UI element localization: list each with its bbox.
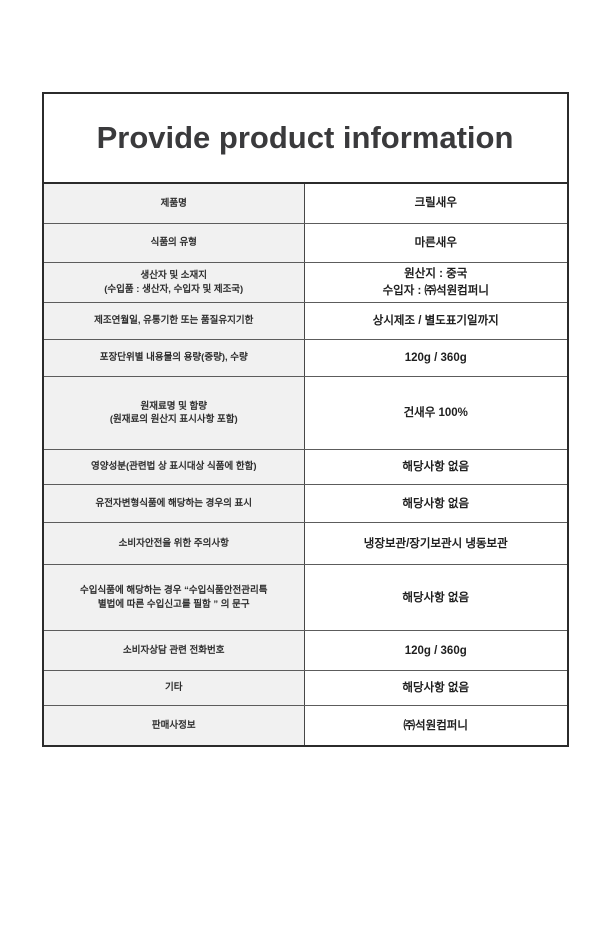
table-row: 생산자 및 소재지 (수입품 : 생산자, 수입자 및 제조국) 원산지 : 중… [43,262,567,303]
row-value: 건새우 100% [305,377,567,450]
row-value: 해당사항 없음 [305,485,567,523]
table-row: 식품의 유형 마른새우 [43,223,567,262]
table-row: 영양성분(관련법 상 표시대상 식품에 한함) 해당사항 없음 [43,449,567,485]
row-value: 해당사항 없음 [305,671,567,706]
page-title: Provide product information [96,120,514,155]
table-row: 수입식품에 해당하는 경우 “수입식품안전관리특 별법에 따른 수입신고를 필함… [43,564,567,631]
row-value: 냉장보관/장기보관시 냉동보관 [305,523,567,565]
row-label: 원재료명 및 함량 (원재료의 원산지 표시사항 포함) [43,377,305,450]
row-label: 기타 [43,671,305,706]
table-row: 제품명 크릴새우 [43,184,567,223]
row-value: 해당사항 없음 [305,450,567,485]
table-row: 소비자안전을 위한 주의사항 냉장보관/장기보관시 냉동보관 [43,522,567,565]
product-information-table: Provide product information 제품명 크릴새우 식품의… [41,92,569,748]
row-value: 120g / 360g [305,631,567,671]
table-row: 포장단위별 내용물의 용량(중량), 수량 120g / 360g [43,339,567,377]
table-rows: 제품명 크릴새우 식품의 유형 마른새우 생산자 및 소재지 (수입품 : 생산… [43,184,567,746]
row-value: 원산지 : 중국 수입자 : ㈜석원컴퍼니 [305,263,567,303]
table-row: 소비자상담 관련 전화번호 120g / 360g [43,630,567,671]
row-label: 생산자 및 소재지 (수입품 : 생산자, 수입자 및 제조국) [43,263,305,303]
row-label: 유전자변형식품에 해당하는 경우의 표시 [43,485,305,523]
row-value: 마른새우 [305,224,567,262]
row-label: 제조연월일, 유통기한 또는 품질유지기한 [43,303,305,340]
table-row: 원재료명 및 함량 (원재료의 원산지 표시사항 포함) 건새우 100% [43,376,567,450]
table-row: 기타 해당사항 없음 [43,670,567,706]
row-label: 소비자상담 관련 전화번호 [43,631,305,671]
table-row: 제조연월일, 유통기한 또는 품질유지기한 상시제조 / 별도표기일까지 [43,302,567,340]
row-label: 판매사정보 [43,706,305,746]
row-value: 상시제조 / 별도표기일까지 [305,303,567,340]
row-value: ㈜석원컴퍼니 [305,706,567,746]
row-label: 포장단위별 내용물의 용량(중량), 수량 [43,340,305,377]
row-label: 제품명 [43,184,305,223]
title-band: Provide product information [43,94,567,184]
row-value: 크릴새우 [305,184,567,223]
row-value: 120g / 360g [305,340,567,377]
table-row: 판매사정보 ㈜석원컴퍼니 [43,705,567,746]
row-label: 수입식품에 해당하는 경우 “수입식품안전관리특 별법에 따른 수입신고를 필함… [43,565,305,631]
row-value: 해당사항 없음 [305,565,567,631]
row-label: 영양성분(관련법 상 표시대상 식품에 한함) [43,450,305,485]
row-label: 소비자안전을 위한 주의사항 [43,523,305,565]
row-label: 식품의 유형 [43,224,305,262]
table-row: 유전자변형식품에 해당하는 경우의 표시 해당사항 없음 [43,484,567,523]
